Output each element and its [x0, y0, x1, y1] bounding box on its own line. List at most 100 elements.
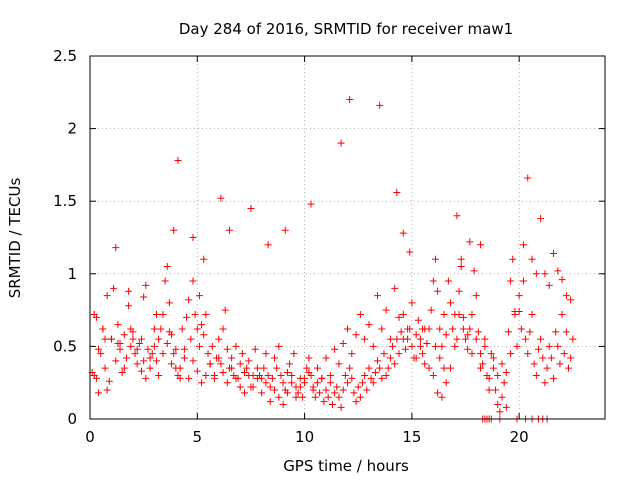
data-point-marker [217, 360, 225, 368]
data-point-marker [389, 342, 397, 350]
data-point-marker [376, 364, 384, 372]
data-point-marker [477, 350, 485, 358]
data-point-marker [406, 248, 414, 256]
data-point-marker [507, 277, 515, 285]
data-point-marker [208, 342, 216, 350]
data-point-marker [464, 331, 472, 339]
data-point-marker [427, 306, 435, 314]
data-point-marker [391, 284, 399, 292]
data-point-marker [562, 328, 570, 336]
data-point-marker [513, 342, 521, 350]
data-point-marker [120, 364, 128, 372]
data-point-marker [472, 335, 480, 343]
data-point-marker [361, 335, 369, 343]
data-point-marker [264, 371, 272, 379]
data-point-marker [558, 310, 566, 318]
data-point-marker [316, 389, 324, 397]
data-point-marker [303, 364, 311, 372]
data-point-marker [504, 328, 512, 336]
data-point-marker [399, 229, 407, 237]
data-point-marker [455, 287, 463, 295]
data-point-marker [369, 379, 377, 387]
data-point-marker [537, 215, 545, 223]
data-point-marker [307, 200, 315, 208]
data-point-marker [195, 292, 203, 300]
data-point-marker [519, 277, 527, 285]
data-point-marker [125, 302, 133, 310]
data-point-marker [253, 364, 261, 372]
data-point-marker [127, 342, 135, 350]
data-point-marker [90, 371, 98, 379]
data-point-marker [103, 386, 111, 394]
data-point-marker [498, 360, 506, 368]
data-point-marker [371, 369, 379, 377]
data-point-marker [266, 398, 274, 406]
data-point-marker [178, 325, 186, 333]
data-point-marker [95, 345, 103, 353]
data-point-marker [496, 408, 504, 416]
data-point-marker [515, 292, 523, 300]
data-point-marker [309, 386, 317, 394]
data-point-marker [258, 389, 266, 397]
data-point-marker [408, 342, 416, 350]
data-point-marker [191, 310, 199, 318]
data-point-marker [122, 354, 130, 362]
data-point-marker [472, 292, 480, 300]
y-tick-label: 1 [67, 265, 77, 283]
data-point-marker [155, 335, 163, 343]
data-point-marker [157, 325, 165, 333]
data-point-marker [419, 350, 427, 358]
data-point-marker [429, 277, 437, 285]
data-point-marker [485, 374, 493, 382]
data-point-marker [243, 364, 251, 372]
x-tick-label: 5 [193, 428, 203, 446]
data-point-marker [431, 255, 439, 263]
data-point-marker [399, 310, 407, 318]
data-point-marker [337, 403, 345, 411]
grid-lines [90, 56, 605, 419]
data-point-marker [341, 371, 349, 379]
data-point-marker [382, 371, 390, 379]
data-point-marker [241, 369, 248, 377]
data-point-marker [296, 383, 304, 391]
data-point-marker [283, 369, 291, 377]
x-tick-label: 15 [402, 428, 421, 446]
data-point-marker [114, 339, 122, 347]
data-point-marker [148, 350, 156, 358]
data-point-marker [530, 360, 538, 368]
data-point-marker [326, 371, 334, 379]
data-point-marker [436, 325, 444, 333]
data-point-marker [515, 308, 523, 316]
data-point-marker [356, 393, 364, 401]
data-point-marker [318, 374, 326, 382]
data-point-marker [273, 364, 281, 372]
data-point-marker [562, 292, 570, 300]
x-axis-label: GPS time / hours [283, 457, 409, 475]
data-point-marker [457, 255, 465, 263]
data-point-marker [350, 389, 358, 397]
data-point-marker [447, 364, 454, 372]
data-point-marker [210, 374, 218, 382]
data-point-marker [532, 270, 540, 278]
data-point-marker [494, 371, 502, 379]
data-point-marker [138, 335, 145, 343]
data-point-marker [384, 364, 392, 372]
data-point-marker [168, 360, 176, 368]
data-point-marker [185, 374, 193, 382]
data-point-marker [328, 400, 336, 408]
data-point-marker [286, 360, 294, 368]
x-tick-label: 10 [295, 428, 314, 446]
data-point-marker [118, 369, 126, 377]
data-point-marker [509, 255, 517, 263]
y-tick-label: 2 [67, 120, 77, 138]
data-point-marker [534, 345, 542, 353]
x-tick-label: 20 [510, 428, 529, 446]
data-point-marker [500, 379, 508, 387]
data-point-marker [462, 335, 470, 343]
data-point-marker [545, 281, 553, 289]
data-point-marker [382, 306, 390, 314]
data-point-marker [528, 310, 536, 318]
data-point-marker [105, 377, 113, 385]
data-point-marker [434, 389, 442, 397]
data-point-marker [180, 345, 188, 353]
